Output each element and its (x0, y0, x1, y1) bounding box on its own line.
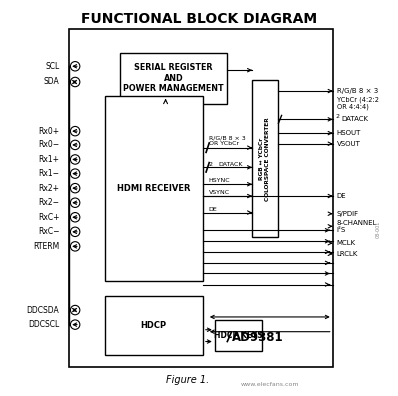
Text: VSYNC: VSYNC (209, 190, 230, 195)
Text: DATACK: DATACK (219, 162, 243, 167)
Text: DDCSCL: DDCSCL (28, 320, 59, 329)
Text: DE: DE (337, 193, 346, 199)
Text: Rx1−: Rx1− (38, 169, 59, 178)
Text: Rx2+: Rx2+ (38, 184, 59, 193)
Text: S/PDIF: S/PDIF (337, 211, 359, 217)
Bar (252, 80, 278, 237)
Text: HDCP KEYS: HDCP KEYS (214, 331, 263, 340)
Text: RGB ↔ YCbCr
COLORSPACE CONVERTER: RGB ↔ YCbCr COLORSPACE CONVERTER (259, 117, 270, 200)
Text: 08-001: 08-001 (375, 221, 380, 238)
Text: I²S: I²S (337, 227, 346, 233)
Bar (215, 320, 262, 351)
Text: www.elecfans.com: www.elecfans.com (240, 382, 299, 387)
Text: Rx1+: Rx1+ (38, 155, 59, 164)
Text: DDCSDA: DDCSDA (27, 306, 59, 314)
Text: SERIAL REGISTER
AND
POWER MANAGEMENT: SERIAL REGISTER AND POWER MANAGEMENT (123, 63, 224, 93)
Text: RxC−: RxC− (38, 227, 59, 236)
Bar (105, 96, 203, 281)
Text: VSOUT: VSOUT (337, 141, 361, 147)
Text: AD9381: AD9381 (232, 331, 284, 344)
Text: 8-CHANNEL: 8-CHANNEL (337, 220, 377, 226)
Bar (105, 296, 203, 355)
Bar (120, 53, 226, 104)
Text: HSOUT: HSOUT (337, 130, 361, 136)
Text: RxC+: RxC+ (38, 213, 59, 222)
Text: RTERM: RTERM (33, 242, 59, 251)
Text: OR YCbCr: OR YCbCr (209, 141, 239, 146)
Text: Rx0−: Rx0− (38, 141, 59, 149)
Text: 2: 2 (336, 114, 340, 119)
Text: DATACK: DATACK (341, 116, 368, 122)
Text: OR 4:4:4): OR 4:4:4) (337, 103, 369, 110)
Text: DE: DE (209, 206, 218, 211)
Text: HDMI RECEIVER: HDMI RECEIVER (117, 184, 191, 193)
Text: Rx0+: Rx0+ (38, 127, 59, 136)
Text: YCbCr (4:2:2: YCbCr (4:2:2 (337, 96, 378, 103)
Bar (69, 29, 333, 367)
Text: MCLK: MCLK (337, 240, 356, 246)
Text: HSYNC: HSYNC (209, 178, 230, 183)
Text: SDA: SDA (44, 78, 59, 86)
Text: HDCP: HDCP (141, 321, 167, 330)
Text: R/G/B 8 × 3: R/G/B 8 × 3 (209, 135, 246, 140)
Text: 2: 2 (209, 162, 213, 167)
Text: Figure 1.: Figure 1. (166, 375, 209, 385)
Text: FUNCTIONAL BLOCK DIAGRAM: FUNCTIONAL BLOCK DIAGRAM (81, 12, 317, 26)
Text: SCL: SCL (45, 62, 59, 71)
Text: Rx2−: Rx2− (38, 198, 59, 207)
Text: R/G/B 8 × 3: R/G/B 8 × 3 (337, 88, 378, 94)
Text: LRCLK: LRCLK (337, 251, 358, 257)
